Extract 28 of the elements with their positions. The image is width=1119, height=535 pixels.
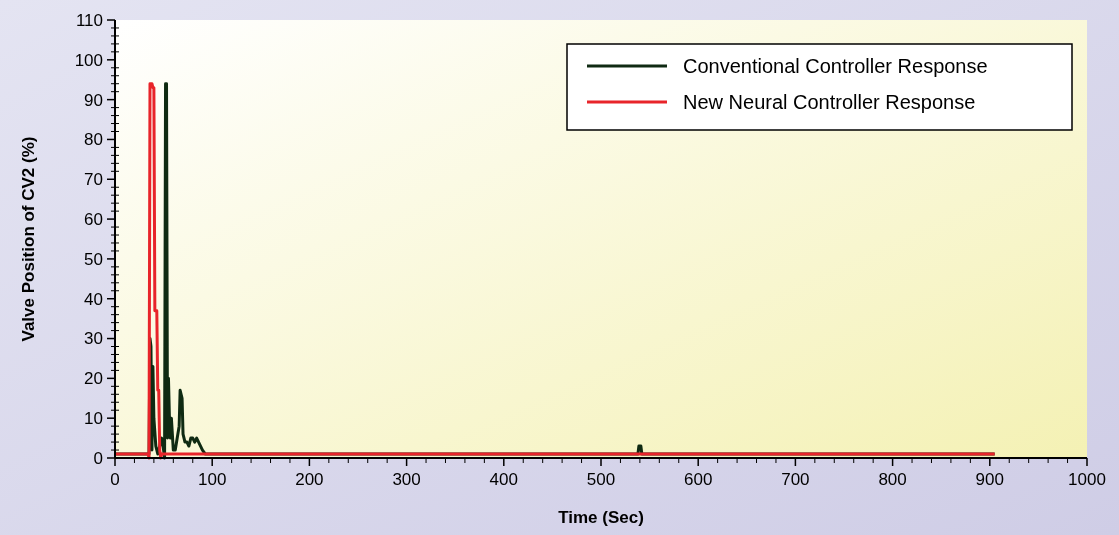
y-tick-label: 10 <box>84 409 103 429</box>
x-tick-label: 800 <box>878 470 907 489</box>
y-tick-label: 100 <box>74 50 103 70</box>
y-tick-label: 70 <box>84 170 103 190</box>
x-tick-label: 500 <box>586 470 616 489</box>
x-tick-label: 700 <box>781 470 810 489</box>
y-tick-label: 60 <box>84 210 103 230</box>
x-tick-label: 100 <box>198 470 227 489</box>
y-tick-label: 110 <box>75 10 103 30</box>
x-tick-label: 900 <box>975 470 1004 489</box>
line-series <box>113 82 997 460</box>
x-tick-label: 1000 <box>1068 470 1106 489</box>
y-tick-label: 20 <box>84 369 103 389</box>
x-tick-label: 400 <box>489 470 518 489</box>
y-tick-label: 30 <box>84 329 103 349</box>
x-tick-label: 600 <box>684 470 713 489</box>
legend-label: Conventional Controller Response <box>683 55 988 77</box>
y-axis-title: Valve Position of CV2 (%) <box>19 136 38 342</box>
x-tick-label: 0 <box>110 470 120 489</box>
x-axis-title: Time (Sec) <box>558 508 644 527</box>
y-tick-label: 50 <box>84 249 103 269</box>
x-tick-label: 300 <box>392 470 421 489</box>
x-tick-label: 200 <box>295 470 324 489</box>
y-tick-label: 40 <box>84 289 103 309</box>
y-tick-label: 90 <box>84 90 103 110</box>
y-tick-label: 0 <box>93 448 103 468</box>
legend-label: New Neural Controller Response <box>683 91 976 113</box>
y-tick-label: 80 <box>84 130 103 150</box>
